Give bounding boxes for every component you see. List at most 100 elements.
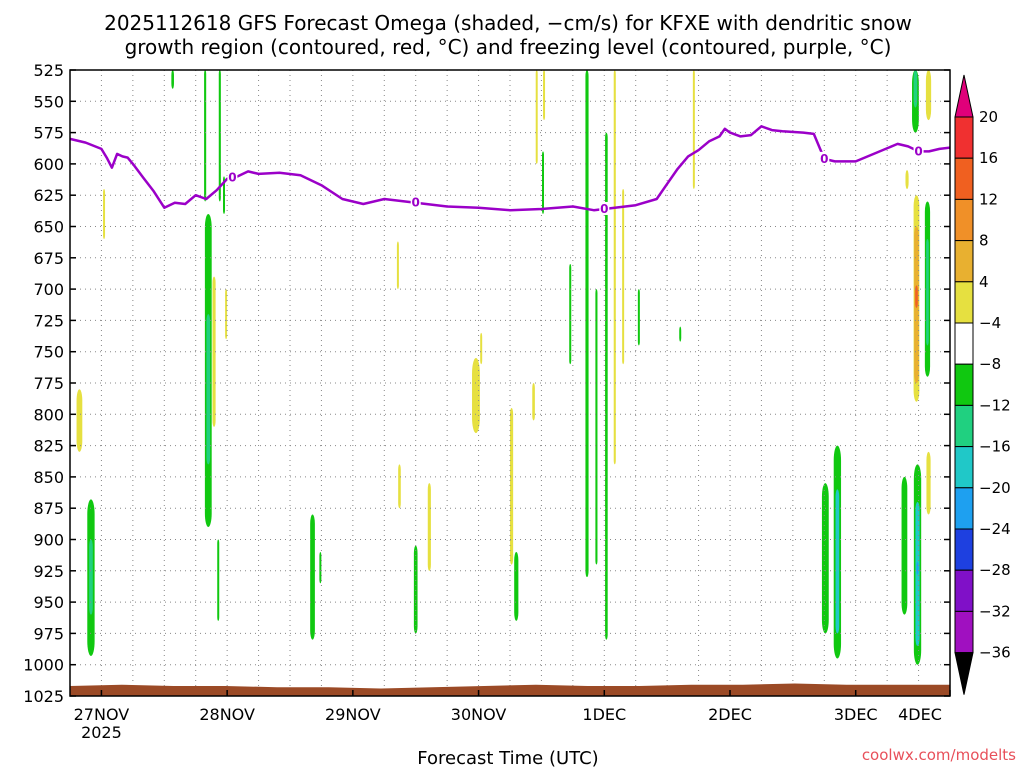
- colorbar-label: −4: [979, 314, 1001, 332]
- omega-cell: [535, 70, 538, 164]
- omega-cell: [413, 545, 418, 634]
- freezing-level-label: 0: [600, 202, 608, 216]
- colorbar-label: 16: [979, 149, 998, 167]
- omega-cell: [915, 285, 918, 308]
- y-tick-label: 775: [33, 374, 64, 393]
- omega-cell: [585, 70, 589, 578]
- y-tick-label: 725: [33, 311, 64, 330]
- freezing-level-label: 0: [228, 171, 236, 185]
- colorbar-label: −12: [979, 396, 1011, 414]
- omega-cell: [901, 476, 908, 615]
- colorbar: 20 16 12 8 4 −4 −8 −12 −16 −20 −24 −28 −32 −36: [954, 74, 1011, 695]
- omega-cell: [926, 451, 931, 515]
- y-tick-label: 675: [33, 249, 64, 268]
- y-tick-label: 625: [33, 186, 64, 205]
- omega-cell: [89, 539, 93, 615]
- freezing-label-bg: [913, 144, 924, 158]
- omega-cell: [605, 132, 608, 640]
- x-axis-label: Forecast Time (UTC): [417, 748, 598, 768]
- x-tick-label: 3DEC: [834, 705, 878, 724]
- omega-cell: [398, 464, 401, 509]
- freezing-level-label: 0: [412, 196, 420, 210]
- colorbar-label: −8: [979, 355, 1001, 373]
- colorbar-segment: [954, 198, 974, 242]
- omega-cell: [595, 289, 598, 565]
- omega-cell: [223, 176, 225, 214]
- omega-cell: [835, 489, 840, 634]
- colorbar-label: −16: [979, 438, 1011, 456]
- y-tick-label: 1000: [23, 656, 64, 675]
- omega-cell: [613, 70, 616, 465]
- colorbar-bottom-arrow: [954, 652, 974, 695]
- chart-title-line1: 2025112618 GFS Forecast Omega (shaded, −…: [104, 11, 912, 35]
- x-tick-label: 2DEC: [708, 705, 752, 724]
- x-tick-label: 28NOV: [199, 705, 255, 724]
- colorbar-segment: [954, 528, 974, 571]
- x-tick-sublabel: 2025: [81, 723, 122, 742]
- freezing-label-bg: [410, 195, 421, 209]
- omega-cell: [212, 276, 216, 427]
- x-tick-label: 30NOV: [451, 705, 507, 724]
- omega-cell: [218, 70, 221, 202]
- colorbar-label: −28: [979, 561, 1011, 579]
- colorbar-segment: [954, 363, 974, 406]
- omega-cell: [916, 562, 919, 575]
- y-tick-label: 975: [33, 624, 64, 643]
- omega-cell: [542, 151, 544, 214]
- y-tick-label: 800: [33, 405, 64, 424]
- colorbar-label: 20: [979, 108, 998, 126]
- omega-cell: [925, 70, 932, 121]
- colorbar-segment: [954, 157, 974, 200]
- chart-title-line2: growth region (contoured, red, °C) and f…: [125, 35, 892, 59]
- freezing-label-bg: [227, 170, 238, 184]
- colorbar-segment: [954, 569, 974, 612]
- y-tick-label: 925: [33, 562, 64, 581]
- credit-text: coolwx.com/modelts: [862, 746, 1016, 764]
- omega-cell: [76, 389, 83, 452]
- colorbar-label: 12: [979, 190, 998, 208]
- omega-cell: [396, 241, 399, 290]
- y-tick-label: 550: [33, 92, 64, 111]
- omega-cell: [206, 314, 211, 465]
- freezing-level-line: [69, 125, 951, 212]
- omega-cell: [532, 383, 535, 421]
- omega-cell: [171, 70, 174, 89]
- omega-cell: [679, 326, 682, 342]
- colorbar-segment: [954, 404, 974, 448]
- omega-cell: [514, 552, 519, 621]
- x-tick-label: 27NOV: [74, 705, 130, 724]
- colorbar-segment: [954, 322, 974, 365]
- x-tick-label: 1DEC: [582, 705, 626, 724]
- y-tick-label: 600: [33, 155, 64, 174]
- y-tick-label: 850: [33, 468, 64, 487]
- omega-cell: [905, 170, 909, 189]
- colorbar-label: −20: [979, 479, 1011, 497]
- colorbar-label: −36: [979, 644, 1011, 662]
- y-tick-label: 875: [33, 499, 64, 518]
- omega-cell: [637, 289, 640, 346]
- y-tick-label: 750: [33, 343, 64, 362]
- omega-cell: [821, 483, 829, 634]
- omega-cell: [217, 539, 220, 621]
- colorbar-label: −32: [979, 602, 1011, 620]
- omega-cell: [926, 239, 929, 346]
- omega-cell: [310, 514, 315, 640]
- omega-cell: [103, 188, 106, 240]
- y-axis: 525 550 575 600 625 650 675 700 725 750 775 800 825 8…: [23, 61, 950, 706]
- gridlines: [70, 70, 950, 696]
- omega-cell: [692, 70, 695, 189]
- colorbar-segment: [954, 281, 974, 324]
- omega-cell: [427, 483, 431, 571]
- y-tick-label: 575: [33, 124, 64, 143]
- colorbar-segment: [954, 116, 974, 159]
- y-tick-label: 525: [33, 61, 64, 80]
- omega-cell: [204, 70, 207, 202]
- x-tick-label: 4DEC: [898, 705, 942, 724]
- omega-cell: [225, 289, 228, 340]
- omega-cell: [472, 357, 480, 434]
- freezing-label-bg: [599, 201, 610, 215]
- omega-cell: [569, 264, 572, 365]
- colorbar-label: 4: [979, 273, 989, 291]
